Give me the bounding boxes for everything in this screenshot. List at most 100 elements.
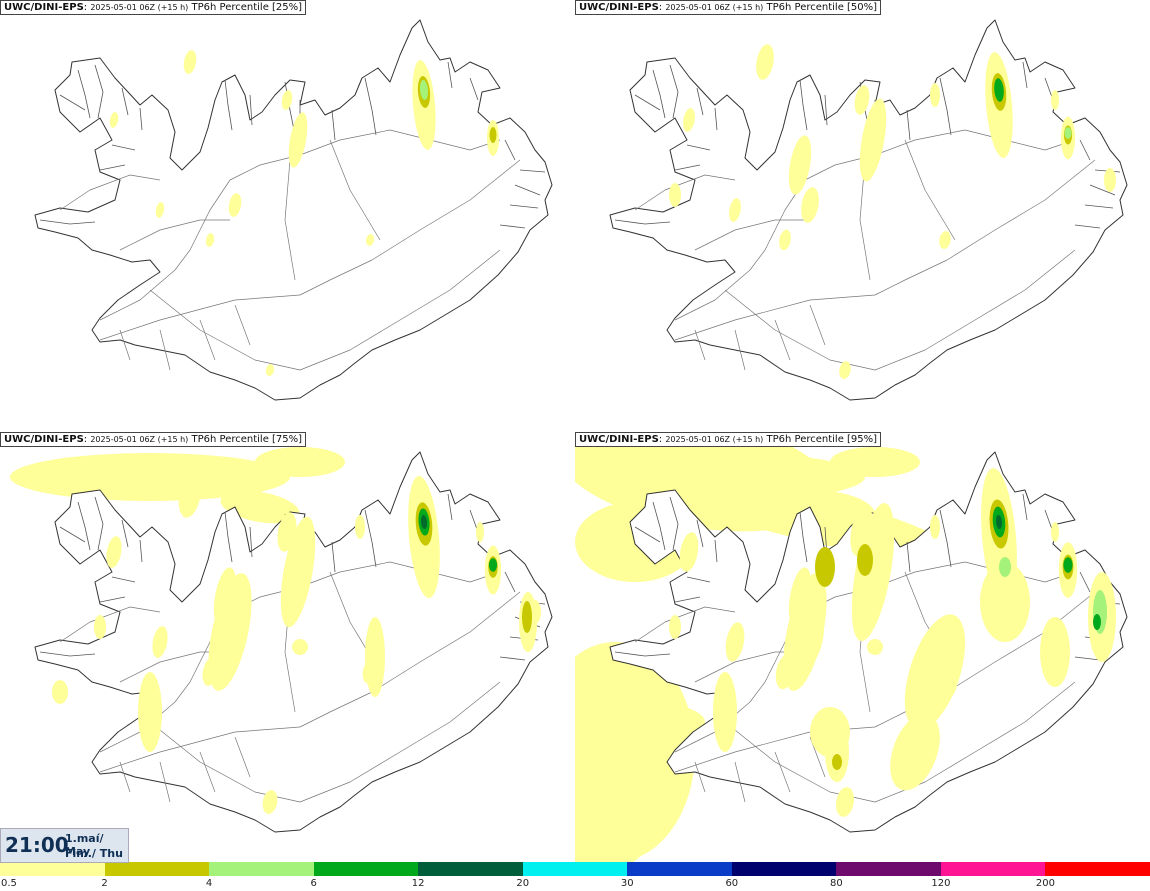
panel-title: UWC/DINI-EPS: 2025-05-01 06Z (+15 h) TP6… [0, 0, 307, 15]
road-line [674, 159, 1096, 341]
precip-area [999, 557, 1011, 577]
fjord-line [696, 87, 704, 116]
precip-area [183, 50, 197, 74]
precip-area [756, 44, 774, 80]
precip-area [420, 515, 428, 529]
road-line [119, 219, 230, 251]
precip-area [265, 364, 275, 376]
precip-area [825, 722, 849, 782]
road-line [634, 606, 736, 643]
road-line [724, 249, 1076, 371]
road-line [634, 174, 736, 211]
legend-swatch [0, 862, 106, 876]
iceland-precip-map [609, 19, 1128, 401]
precip-area [419, 80, 429, 100]
legend-tick-label: 120 [931, 878, 951, 889]
precip-area [980, 562, 1030, 642]
fjord-line [686, 576, 711, 583]
panel-product: TP6h Percentile [75%] [191, 434, 303, 445]
precip-area [801, 187, 819, 223]
fjord-line [504, 139, 516, 161]
precip-area [1093, 614, 1101, 630]
panel-model: UWC/DINI-EPS [579, 2, 659, 13]
precip-area [476, 522, 484, 542]
fjord-line [696, 519, 704, 548]
precip-area [228, 193, 242, 217]
panel-run: 2025-05-01 06Z (+15 h) [665, 435, 764, 444]
fjord-line [614, 651, 671, 657]
precip-area [930, 83, 940, 107]
panel-p25: UWC/DINI-EPS: 2025-05-01 06Z (+15 h) TP6… [0, 0, 575, 432]
fjord-line [499, 224, 526, 229]
precip-area [839, 361, 851, 379]
precip-area [277, 512, 297, 552]
fjord-line [224, 79, 233, 131]
legend-tick-label: 0.5 [1, 878, 17, 889]
precip-area [994, 78, 1004, 102]
precip-area [255, 447, 345, 477]
precip-area [904, 614, 966, 730]
fjord-line [634, 94, 661, 111]
fjord-line [504, 571, 516, 593]
fjord-line [1022, 493, 1028, 521]
legend-tick-label: 20 [516, 878, 530, 889]
fjord-line [714, 539, 718, 563]
precip-area [10, 453, 290, 501]
legend-tick-label: 4 [205, 878, 213, 889]
road-line [59, 606, 161, 643]
road-line [859, 159, 871, 281]
fjord-line [224, 511, 233, 563]
fjord-line [652, 69, 666, 119]
precip-area [365, 234, 375, 246]
panel-p50: UWC/DINI-EPS: 2025-05-01 06Z (+15 h) TP6… [575, 0, 1150, 432]
precip-area [779, 229, 791, 251]
panel-run: 2025-05-01 06Z (+15 h) [665, 3, 764, 12]
precip-area [365, 617, 385, 697]
precip-area [788, 135, 812, 195]
legend-swatch [1045, 862, 1150, 876]
fjord-line [939, 509, 952, 568]
precip-area [1104, 168, 1116, 192]
fjord-line [1089, 184, 1116, 196]
road-line [119, 736, 251, 803]
panel-model: UWC/DINI-EPS [4, 434, 84, 445]
valid-date: 1.maí/ May [65, 832, 104, 858]
fjord-line [799, 79, 808, 131]
panel-product: TP6h Percentile [50%] [766, 2, 878, 13]
fjord-line [249, 526, 253, 558]
panel-run: 2025-05-01 06Z (+15 h) [90, 435, 189, 444]
panel-p75: UWC/DINI-EPS: 2025-05-01 06Z (+15 h) TP6… [0, 432, 575, 864]
precip-area [683, 108, 695, 132]
fjord-line [121, 87, 129, 116]
road-line [59, 174, 161, 211]
valid-time: 21:00 [5, 833, 69, 857]
fjord-line [1022, 61, 1028, 89]
precip-area [627, 680, 643, 704]
road-line [694, 219, 805, 251]
precip-area [851, 502, 895, 642]
precip-area [750, 464, 780, 524]
precip-area [106, 536, 122, 568]
road-line [904, 139, 956, 241]
precip-area [830, 447, 920, 477]
legend-swatch [418, 862, 524, 876]
precip-area [208, 573, 252, 691]
fjord-line [906, 541, 911, 573]
precip-area [1063, 557, 1073, 573]
precip-area [930, 515, 940, 539]
fjord-line [824, 94, 828, 126]
fjord-line [447, 61, 453, 89]
fjord-line [1079, 571, 1091, 593]
legend-swatch [940, 862, 1046, 876]
precip-area [832, 754, 842, 770]
legend-swatch [731, 862, 837, 876]
fjord-line [674, 164, 701, 171]
precip-area [489, 127, 497, 143]
road-line [149, 249, 501, 371]
valid-weekday: Fim./ Thu [65, 847, 123, 860]
road-line [149, 681, 501, 803]
fjord-line [364, 509, 377, 568]
precip-area [152, 626, 168, 658]
legend-tick-label: 12 [411, 878, 425, 889]
precip-area [679, 532, 699, 572]
